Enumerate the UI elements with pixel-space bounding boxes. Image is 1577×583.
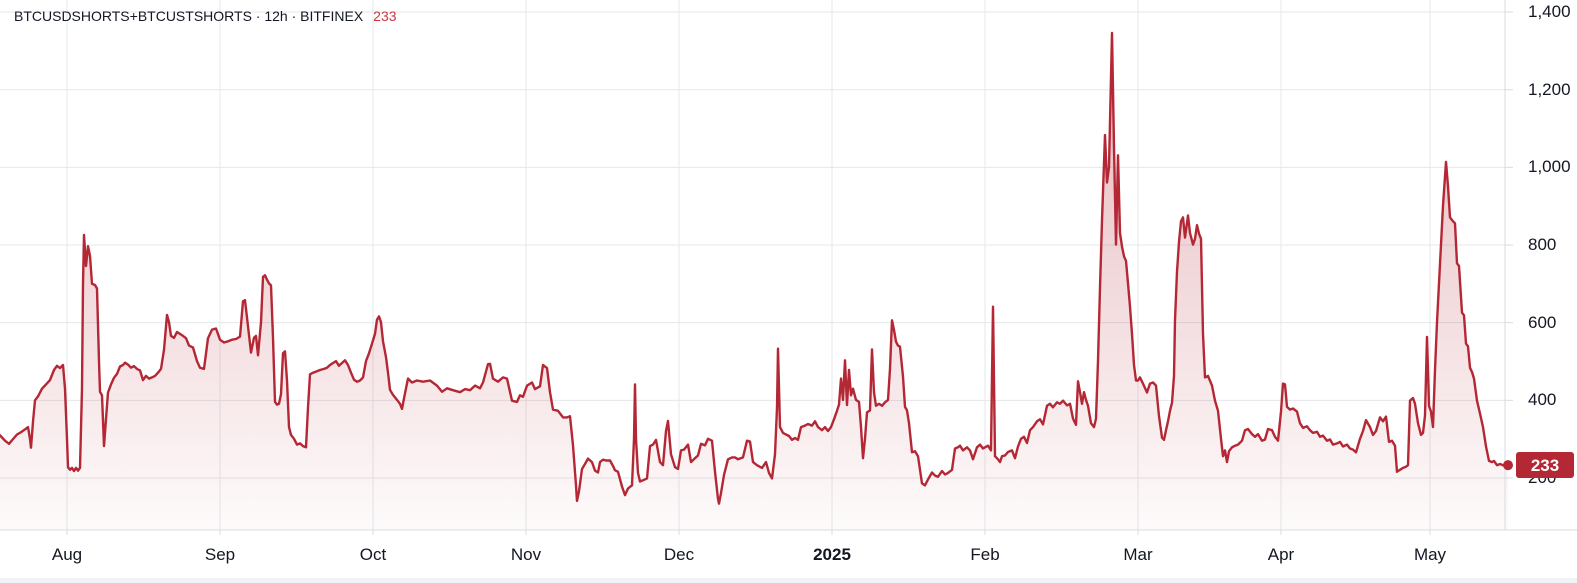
time-label: Sep <box>204 545 236 564</box>
price-label: 1,400 <box>1528 2 1571 22</box>
time-label: Oct <box>359 545 387 564</box>
last-value-text: 233 <box>373 8 397 24</box>
chart-legend-row[interactable]: BTCUSDSHORTS+BTCUSTSHORTS · 12h · BITFIN… <box>14 8 397 24</box>
time-label: Feb <box>970 545 1000 564</box>
time-label: Mar <box>1123 545 1153 564</box>
price-label: 400 <box>1528 390 1557 410</box>
symbol-title: BTCUSDSHORTS+BTCUSTSHORTS · 12h · BITFIN… <box>14 8 364 24</box>
time-label: May <box>1413 545 1447 564</box>
series-area-fill <box>0 33 1508 530</box>
time-label: Apr <box>1267 545 1295 564</box>
last-price-badge: 233 <box>1516 452 1574 478</box>
time-label: Aug <box>51 545 83 564</box>
price-label: 800 <box>1528 235 1557 254</box>
last-point-dot <box>1503 460 1513 471</box>
time-label: 2025 <box>813 545 851 564</box>
bottom-strip <box>0 578 1577 583</box>
price-label: 1,200 <box>1528 79 1571 99</box>
price-label: 1,000 <box>1528 157 1571 177</box>
time-label: Nov <box>510 545 542 564</box>
series-line <box>0 31 1510 505</box>
price-label: 600 <box>1528 312 1557 332</box>
time-label: Dec <box>663 545 695 564</box>
